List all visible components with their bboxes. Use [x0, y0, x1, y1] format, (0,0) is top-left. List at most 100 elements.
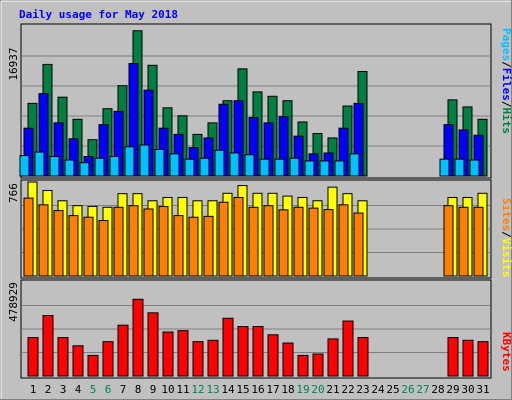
bar-sites-day-23	[353, 212, 364, 277]
legend-files: Files	[500, 68, 512, 101]
bar-pages-day-7	[109, 156, 120, 177]
bar-pages-day-15	[229, 152, 240, 177]
bar-pages-day-5	[79, 162, 90, 177]
bar-kbytes-day-8	[132, 298, 144, 377]
bar-sites-day-8	[128, 205, 139, 277]
x-label-day-20: 20	[311, 383, 324, 396]
bar-pages-day-9	[139, 144, 150, 177]
bar-pages-day-21	[319, 160, 330, 177]
x-label-day-4: 4	[75, 383, 82, 396]
bar-pages-day-20	[304, 160, 315, 177]
bar-pages-day-16	[244, 154, 255, 177]
x-label-day-9: 9	[150, 383, 157, 396]
bar-kbytes-day-19	[297, 354, 309, 377]
bar-sites-day-17	[263, 205, 274, 277]
x-label-day-13: 13	[206, 383, 219, 396]
bar-kbytes-day-31	[477, 341, 489, 377]
x-label-day-27: 27	[416, 383, 429, 396]
x-label-day-6: 6	[105, 383, 112, 396]
x-label-day-10: 10	[161, 383, 174, 396]
bar-kbytes-day-18	[282, 342, 294, 377]
bar-sites-day-7	[113, 206, 124, 277]
bar-kbytes-day-20	[312, 353, 324, 377]
bar-pages-day-12	[184, 158, 195, 177]
x-label-day-15: 15	[236, 383, 249, 396]
bar-kbytes-day-17	[267, 334, 279, 377]
bar-sites-day-2	[38, 204, 49, 277]
bar-kbytes-day-13	[207, 339, 219, 377]
legend-visits: Visits	[500, 238, 512, 278]
bar-sites-day-5	[83, 216, 94, 277]
bar-sites-day-12	[188, 216, 199, 277]
bar-sites-day-3	[53, 210, 64, 277]
bar-sites-day-20	[308, 207, 319, 277]
x-label-day-24: 24	[371, 383, 385, 396]
max-label-kbytes: 478929	[7, 282, 20, 322]
x-label-day-8: 8	[135, 383, 142, 396]
bar-kbytes-day-10	[162, 331, 174, 377]
bar-sites-day-6	[98, 220, 109, 277]
bar-kbytes-day-1	[27, 337, 39, 377]
bar-pages-day-6	[94, 157, 105, 177]
bar-pages-day-18	[274, 158, 285, 177]
bar-sites-day-10	[158, 206, 169, 277]
bar-sites-day-19	[293, 206, 304, 277]
x-label-day-22: 22	[341, 383, 354, 396]
legend-hits: Hits	[500, 108, 512, 135]
x-label-day-21: 21	[326, 383, 339, 396]
legend-sep-2: /	[500, 101, 512, 108]
legend-hits-files-pages: Pages/Files/Hits	[500, 28, 512, 134]
bar-pages-day-14	[214, 149, 225, 177]
bar-sites-day-21	[323, 209, 334, 277]
bar-kbytes-day-7	[117, 324, 129, 377]
bar-kbytes-day-12	[192, 341, 204, 377]
x-label-day-16: 16	[251, 383, 264, 396]
bar-kbytes-day-30	[462, 339, 474, 377]
x-label-day-3: 3	[60, 383, 67, 396]
x-label-day-28: 28	[431, 383, 444, 396]
bar-sites-day-18	[278, 209, 289, 277]
bar-sites-day-15	[233, 196, 244, 277]
x-label-day-25: 25	[386, 383, 399, 396]
bar-sites-day-22	[338, 204, 349, 277]
x-label-day-18: 18	[281, 383, 294, 396]
bar-kbytes-day-5	[87, 354, 99, 377]
bar-pages-day-19	[289, 157, 300, 177]
bar-pages-day-30	[454, 158, 465, 177]
bar-pages-day-3	[49, 156, 60, 177]
bar-sites-day-14	[218, 201, 229, 277]
legend-sep-1: /	[500, 61, 512, 68]
bar-kbytes-day-11	[177, 330, 189, 377]
bar-sites-day-29	[443, 205, 454, 277]
bar-pages-day-23	[349, 153, 360, 177]
bar-pages-day-13	[199, 157, 210, 177]
bars	[19, 30, 489, 377]
bar-kbytes-day-23	[357, 337, 369, 377]
bar-pages-day-31	[469, 159, 480, 177]
bar-pages-day-8	[124, 146, 135, 177]
max-label-visits: 766	[7, 183, 20, 203]
x-label-day-23: 23	[356, 383, 369, 396]
bar-sites-day-31	[473, 206, 484, 277]
x-axis-labels: 1 2 3 4 5 6 7 8 9 10 11 12 13 14 15 16 17 18 19 20 21 22 23 24 2…	[30, 383, 490, 396]
bar-sites-day-30	[458, 206, 469, 277]
bar-pages-day-17	[259, 158, 270, 177]
bar-sites-day-13	[203, 215, 214, 277]
x-label-day-5: 5	[90, 383, 97, 396]
bar-kbytes-day-21	[327, 338, 339, 377]
bar-kbytes-day-4	[72, 345, 84, 377]
x-label-day-26: 26	[401, 383, 414, 396]
bar-sites-day-4	[68, 215, 79, 277]
x-label-day-2: 2	[45, 383, 52, 396]
legend-kbytes: KBytes	[500, 332, 512, 372]
max-label-hits: 16937	[7, 47, 20, 80]
bar-sites-day-16	[248, 206, 259, 277]
bar-kbytes-day-9	[147, 312, 159, 377]
bar-pages-day-22	[334, 160, 345, 177]
bar-pages-day-29	[439, 158, 450, 177]
bar-kbytes-day-2	[42, 315, 54, 377]
bar-kbytes-day-14	[222, 317, 234, 377]
bar-pages-day-2	[34, 151, 45, 177]
x-label-day-30: 30	[461, 383, 474, 396]
